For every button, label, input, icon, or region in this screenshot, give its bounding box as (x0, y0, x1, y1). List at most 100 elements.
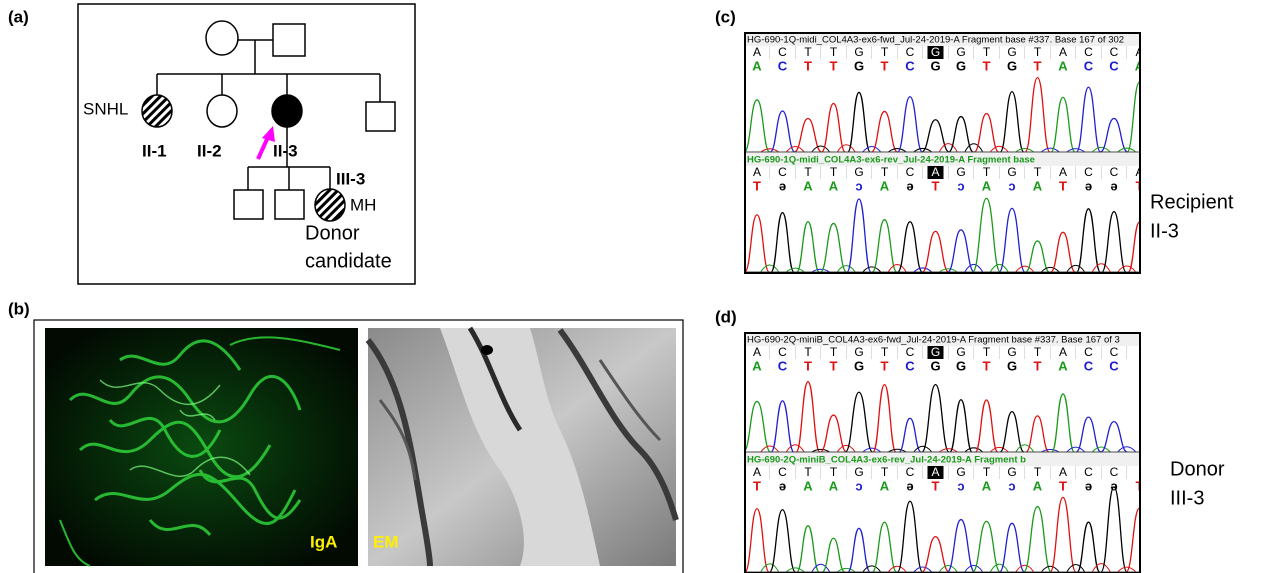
called-base: ə (906, 478, 913, 493)
called-base: A (982, 178, 992, 193)
trace-peak (1075, 86, 1102, 153)
trace-minor (964, 447, 984, 453)
track-header: HG-690-1Q-midi_COL4A3-ex6-fwd_Jul-24-201… (747, 35, 1124, 46)
reference-base: T (983, 345, 991, 359)
called-base: G (1007, 58, 1017, 73)
trace-minor (785, 267, 805, 273)
called-base: A (1058, 58, 1068, 73)
reference-base: C (906, 345, 915, 359)
reference-base: A (1059, 165, 1067, 179)
called-base: ə (1110, 478, 1117, 493)
called-base: ɔ (855, 478, 862, 493)
called-base: C (1084, 58, 1094, 73)
reference-base: G (854, 345, 863, 359)
trace-peak (1023, 505, 1052, 573)
trace-minor (760, 445, 780, 453)
trace-minor (964, 564, 984, 573)
called-base: G (854, 58, 864, 73)
called-base: A (1058, 358, 1068, 373)
trace-minor (989, 446, 1009, 453)
trace-minor (1041, 448, 1060, 453)
trace-minor (760, 264, 780, 273)
called-base: T (932, 478, 940, 493)
called-base: C (905, 358, 915, 373)
called-base: A (880, 178, 890, 193)
reference-base: T (1034, 465, 1042, 479)
reference-base: C (1084, 465, 1093, 479)
trace-peak (872, 383, 897, 453)
trace-minor (1091, 146, 1111, 153)
pedigree-frame (77, 3, 416, 285)
called-base: C (1109, 58, 1119, 73)
trace-minor (862, 146, 882, 153)
called-base: A (803, 178, 813, 193)
track-header: HG-690-1Q-midi_COL4A3-ex6-rev_Jul-24-201… (747, 155, 1035, 166)
trace-minor (1091, 446, 1111, 453)
donor-label: candidate (305, 250, 392, 272)
called-base: G (930, 358, 940, 373)
reference-base: C (906, 165, 915, 179)
called-base: T (753, 478, 761, 493)
trace-peak (770, 400, 795, 453)
reference-base: A (753, 465, 761, 479)
trace-peak (794, 117, 822, 153)
trace-minor (1015, 147, 1035, 153)
trace-peak (769, 110, 796, 153)
trace-minor (1117, 265, 1137, 273)
trace-minor (887, 565, 907, 573)
trace-minor (1117, 446, 1137, 453)
highlight (927, 346, 944, 359)
trace-peak (921, 535, 950, 573)
reference-base: A (1135, 45, 1143, 59)
called-base: G (956, 58, 966, 73)
trace-minor (785, 145, 805, 153)
trace-minor (1143, 148, 1161, 152)
trace-minor (785, 444, 805, 453)
highlight (927, 466, 944, 479)
trace-peak (768, 509, 797, 573)
trace-minor (836, 144, 856, 153)
trace-minor (989, 145, 1009, 153)
called-base: T (1059, 478, 1067, 493)
header-bg (745, 153, 1140, 166)
called-base: T (830, 358, 838, 373)
trace-minor (938, 448, 958, 453)
trace-minor (913, 566, 933, 573)
reference-base: G (854, 45, 863, 59)
trace-minor (836, 444, 856, 453)
trace-peak (1099, 117, 1129, 153)
trace-peak (745, 99, 771, 153)
called-base: A (752, 58, 762, 73)
called-base: C (1109, 358, 1119, 373)
panel-label: (c) (715, 7, 736, 26)
trace-minor (760, 563, 780, 573)
trace-peak (1024, 76, 1051, 153)
reference-base: C (778, 45, 787, 59)
trace-peak (796, 221, 820, 273)
reference-base: G (1007, 345, 1016, 359)
trace-peak (819, 222, 848, 273)
called-base: T (804, 358, 812, 373)
reference-base: C (1084, 345, 1093, 359)
individual-label: II-2 (197, 141, 222, 160)
trace-minor (887, 448, 907, 453)
trace-peak (820, 414, 847, 453)
called-base: ɔ (855, 178, 862, 193)
em-image (365, 326, 679, 567)
reference-base: G (931, 345, 940, 359)
trace-minor (836, 567, 856, 573)
reference-base: T (881, 45, 889, 59)
called-base: C (905, 58, 915, 73)
reference-base: C (1110, 465, 1119, 479)
trace-minor (913, 267, 933, 273)
trace-minor (785, 567, 805, 573)
reference-base: T (881, 345, 889, 359)
trace-peak (1049, 496, 1077, 573)
trace-minor (989, 263, 1009, 273)
trace-peak (847, 91, 871, 153)
trace-peak (1025, 415, 1050, 453)
reference-base: A (1135, 165, 1143, 179)
trace-peak (946, 518, 976, 573)
header-bg (745, 333, 1140, 346)
trace-peak (974, 399, 999, 453)
